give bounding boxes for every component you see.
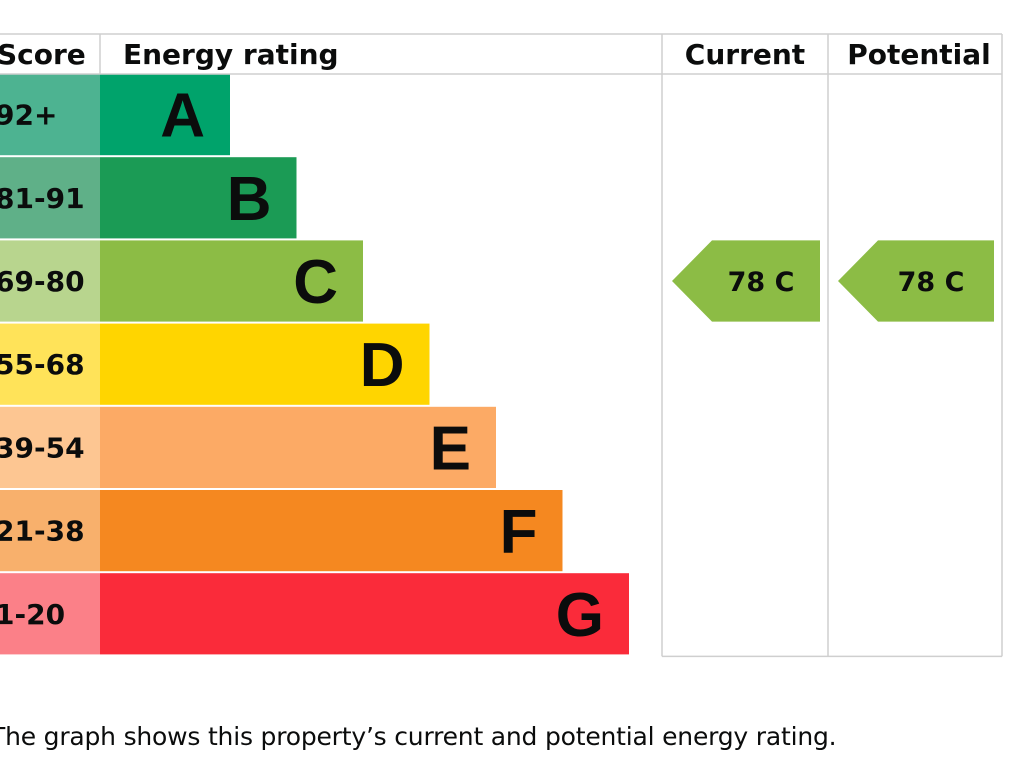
score-cell-b: [0, 157, 100, 239]
score-cell-g: [0, 573, 100, 655]
header-potential: Potential: [847, 38, 991, 71]
rating-letter-f: F: [500, 498, 538, 567]
rating-letter-d: D: [360, 331, 405, 400]
header-current: Current: [685, 38, 805, 71]
score-range-b: 81-91: [0, 182, 85, 215]
score-range-e: 39-54: [0, 431, 85, 464]
score-cell-e: [0, 406, 100, 488]
rating-bar-c: [100, 240, 363, 322]
score-cell-a: [0, 74, 100, 156]
rating-bar-f: [100, 490, 563, 572]
chart-caption: The graph shows this property’s current …: [0, 722, 837, 751]
rating-bar-d: [100, 323, 430, 405]
rating-letter-c: C: [293, 248, 338, 317]
score-cell-c: [0, 240, 100, 322]
rating-bar-b: [100, 157, 297, 239]
rating-letter-b: B: [227, 165, 272, 234]
score-range-c: 69-80: [0, 265, 85, 298]
current-rating-arrow: [672, 240, 820, 322]
rating-bar-g: [100, 573, 629, 655]
potential-rating-label: 78 C: [898, 267, 965, 298]
score-range-g: 1-20: [0, 598, 65, 631]
score-cell-d: [0, 323, 100, 405]
score-range-a: 92+: [0, 99, 57, 132]
rating-letter-e: E: [430, 414, 471, 483]
score-range-d: 55-68: [0, 348, 85, 381]
header-score: Score: [0, 38, 86, 71]
potential-rating-arrow: [838, 240, 994, 322]
energy-rating-chart: Score Energy rating Current Potential 92+ A 81…: [0, 33, 1003, 658]
score-cell-f: [0, 490, 100, 572]
rating-bar-a: [100, 74, 230, 156]
rating-letter-g: G: [556, 581, 604, 650]
rating-bar-e: [100, 406, 496, 488]
header-energy-rating: Energy rating: [123, 38, 339, 71]
rating-letter-a: A: [160, 82, 205, 151]
current-rating-label: 78 C: [728, 267, 795, 298]
score-range-f: 21-38: [0, 515, 85, 548]
